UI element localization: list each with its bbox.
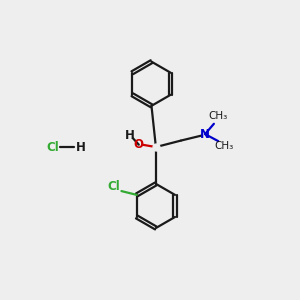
- Text: Cl: Cl: [108, 180, 121, 193]
- Text: CH₃: CH₃: [214, 142, 234, 152]
- Text: H: H: [76, 141, 86, 154]
- Text: CH₃: CH₃: [209, 111, 228, 122]
- Text: Cl: Cl: [46, 141, 59, 154]
- Text: O: O: [134, 138, 144, 151]
- Text: N: N: [200, 128, 210, 141]
- Text: H: H: [124, 129, 134, 142]
